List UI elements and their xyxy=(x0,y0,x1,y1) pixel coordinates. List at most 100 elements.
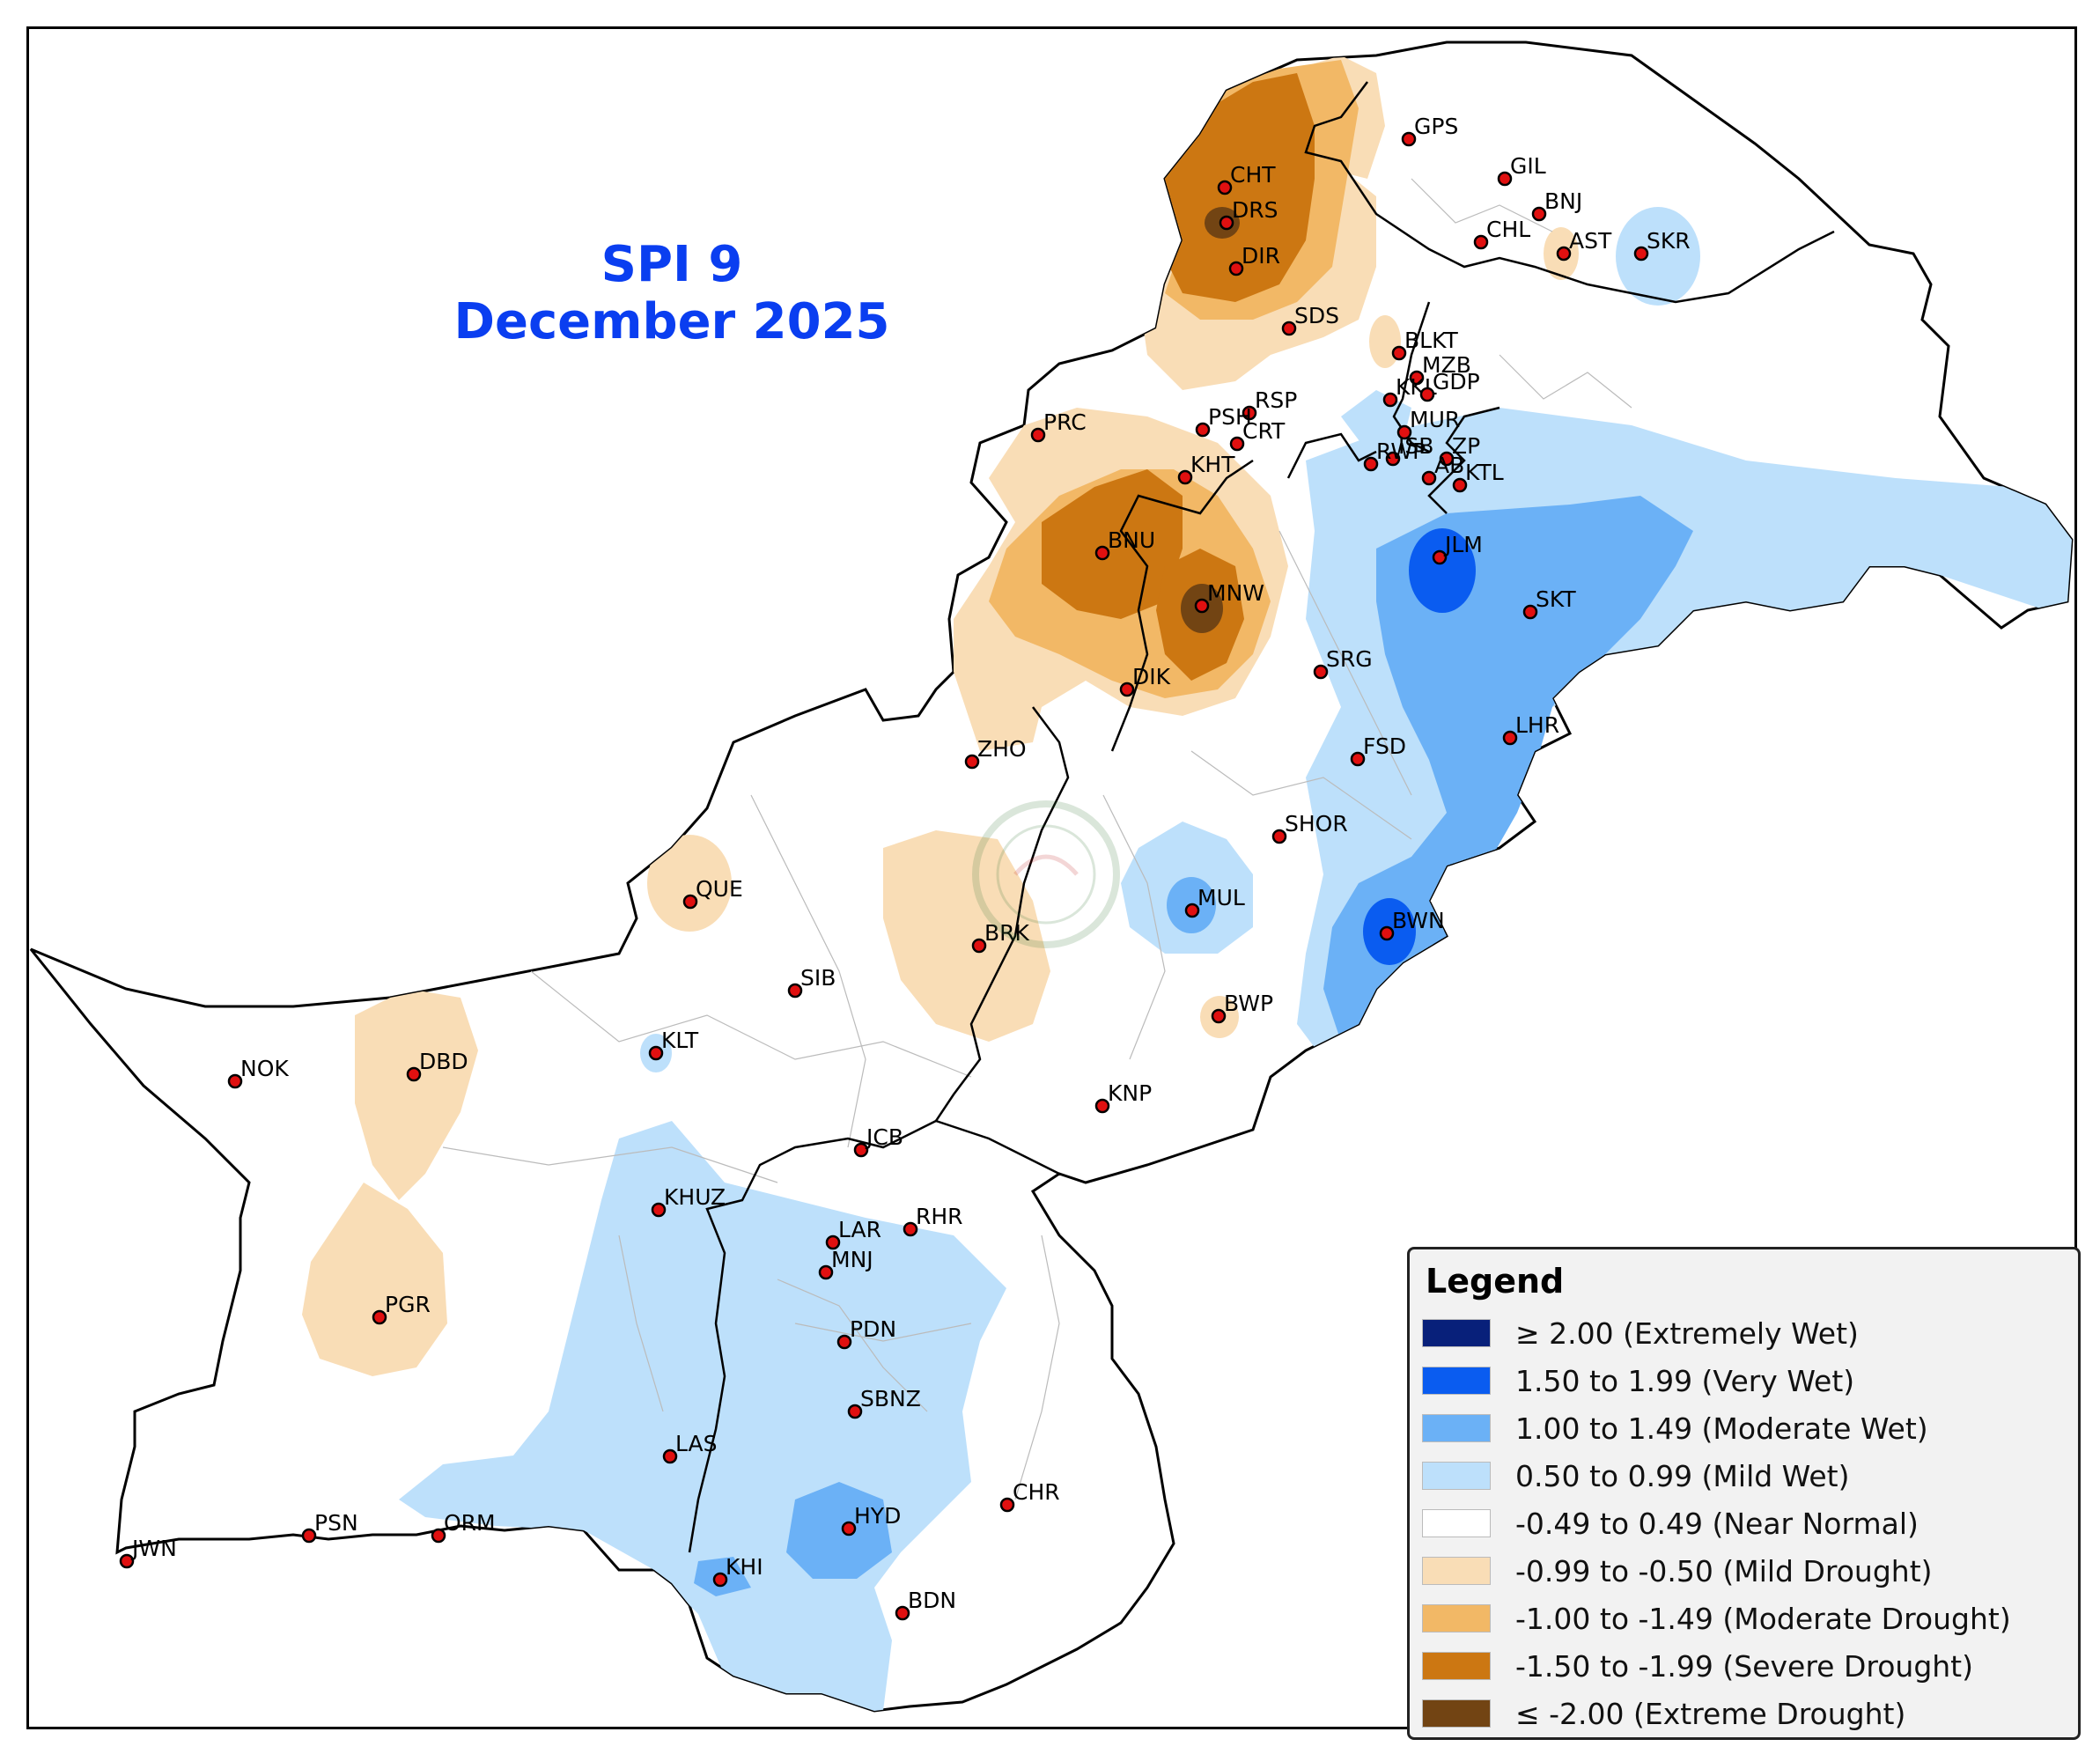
station-label: CHL xyxy=(1486,217,1530,242)
station-label: MUL xyxy=(1197,885,1245,910)
legend-item: -0.99 to -0.50 (Mild Drought) xyxy=(1422,1549,1933,1593)
station-label: CHR xyxy=(1013,1479,1060,1505)
station-marker xyxy=(1350,751,1366,767)
station-marker xyxy=(1382,392,1398,408)
station-label: HYD xyxy=(854,1503,901,1529)
station-label: KTL xyxy=(1465,460,1504,485)
station-skr: SKR xyxy=(1633,228,1691,262)
station-label: DIR xyxy=(1242,243,1280,269)
station-label: PSH xyxy=(1208,404,1252,430)
station-chr: CHR xyxy=(999,1479,1060,1513)
zone-very-wet-jlm xyxy=(1409,528,1476,613)
station-label: LHR xyxy=(1515,712,1559,738)
legend-swatch xyxy=(1422,1462,1491,1490)
station-bwn: BWN xyxy=(1379,908,1445,941)
station-label: CHT xyxy=(1230,162,1276,188)
station-label: DIK xyxy=(1132,664,1171,689)
station-label: MUR xyxy=(1410,407,1460,432)
station-drs: DRS xyxy=(1219,197,1278,231)
zone-mild-drought-pgr xyxy=(302,1183,447,1376)
station-label: DRS xyxy=(1232,197,1278,223)
station-marker xyxy=(1633,246,1649,262)
map-title: SPI 9 xyxy=(601,236,743,293)
station-label: LAR xyxy=(838,1217,881,1242)
legend-swatch xyxy=(1422,1699,1491,1728)
station-marker xyxy=(1439,451,1455,467)
station-label: MNJ xyxy=(831,1247,873,1272)
station-ast: AST xyxy=(1556,228,1612,262)
station-psh: PSH xyxy=(1195,404,1252,438)
station-marker xyxy=(1385,451,1401,467)
station-label: SBNZ xyxy=(860,1386,921,1411)
legend-label: ≤ -2.00 (Extreme Drought) xyxy=(1515,1696,1906,1731)
station-marker xyxy=(847,1404,863,1419)
station-label: MZB xyxy=(1422,352,1471,378)
zone-mild-drought-dbd xyxy=(355,989,478,1200)
station-prc: PRC xyxy=(1030,409,1087,443)
station-label: FSD xyxy=(1363,733,1406,759)
station-gps: GPS xyxy=(1401,114,1458,147)
station-marker xyxy=(895,1605,910,1621)
station-zho: ZHO xyxy=(964,736,1027,770)
station-label: GDP xyxy=(1433,369,1480,394)
station-gdp: GDP xyxy=(1419,369,1480,402)
station-rhr: RHR xyxy=(903,1204,963,1237)
station-label: ORM xyxy=(444,1510,496,1536)
station-marker xyxy=(1497,171,1513,187)
station-marker xyxy=(853,1142,869,1158)
station-marker xyxy=(825,1234,841,1250)
legend-item: ≥ 2.00 (Extremely Wet) xyxy=(1422,1311,1859,1355)
station-label: GIL xyxy=(1510,153,1546,179)
station-marker xyxy=(1119,682,1135,697)
station-skt: SKT xyxy=(1522,586,1576,620)
station-bnu: BNU xyxy=(1094,527,1155,561)
station-marker xyxy=(836,1334,852,1350)
station-ab: AB xyxy=(1421,453,1464,486)
station-marker xyxy=(1184,903,1200,918)
map-frame: GPS GIL CHT BNJ DRS AST SKR CHL DIR SDS BLKT MZB KKL… xyxy=(26,26,2081,1740)
station-mnj: MNJ xyxy=(818,1247,873,1280)
station-label: BNJ xyxy=(1544,188,1582,214)
station-marker xyxy=(1094,1098,1110,1114)
station-sds: SDS xyxy=(1281,303,1339,336)
spi-zones xyxy=(302,55,2072,1711)
station-label: PSN xyxy=(314,1510,358,1536)
station-label: SKT xyxy=(1536,586,1576,612)
station-marker xyxy=(1556,246,1572,262)
station-label: BNU xyxy=(1108,527,1155,553)
station-klt: KLT xyxy=(648,1028,699,1061)
legend-swatch xyxy=(1422,1557,1491,1585)
station-label: PDN xyxy=(850,1316,896,1342)
station-marker xyxy=(1094,545,1110,561)
station-jcb: JCB xyxy=(853,1124,903,1158)
station-dik: DIK xyxy=(1119,664,1171,697)
station-rwp: RWP xyxy=(1363,438,1426,472)
legend-label: 1.50 to 1.99 (Very Wet) xyxy=(1515,1363,1855,1398)
station-que: QUE xyxy=(682,876,743,910)
station-orm: ORM xyxy=(431,1510,496,1544)
station-marker xyxy=(1217,180,1233,195)
station-label: JWN xyxy=(130,1536,177,1561)
station-marker xyxy=(841,1521,857,1537)
station-marker xyxy=(1409,370,1425,386)
station-marker xyxy=(1522,604,1538,620)
station-marker xyxy=(119,1553,135,1569)
station-marker xyxy=(1391,345,1407,361)
station-marker xyxy=(818,1264,834,1280)
legend-item: ≤ -2.00 (Extreme Drought) xyxy=(1422,1691,1905,1736)
station-marker xyxy=(1271,829,1287,844)
station-bdn: BDN xyxy=(895,1588,956,1621)
zone-moderate-wet-hyd xyxy=(786,1482,892,1579)
station-marker xyxy=(1396,424,1412,440)
station-isb: ISB xyxy=(1385,433,1433,467)
station-label: SHOR xyxy=(1285,811,1348,836)
station-label: PRC xyxy=(1043,409,1087,435)
legend-label: -0.99 to -0.50 (Mild Drought) xyxy=(1515,1553,1933,1588)
station-label: JCB xyxy=(865,1124,903,1150)
station-shor: SHOR xyxy=(1271,811,1348,844)
station-marker xyxy=(662,1448,678,1464)
station-pgr: PGR xyxy=(372,1292,431,1325)
station-label: JLM xyxy=(1443,532,1483,557)
